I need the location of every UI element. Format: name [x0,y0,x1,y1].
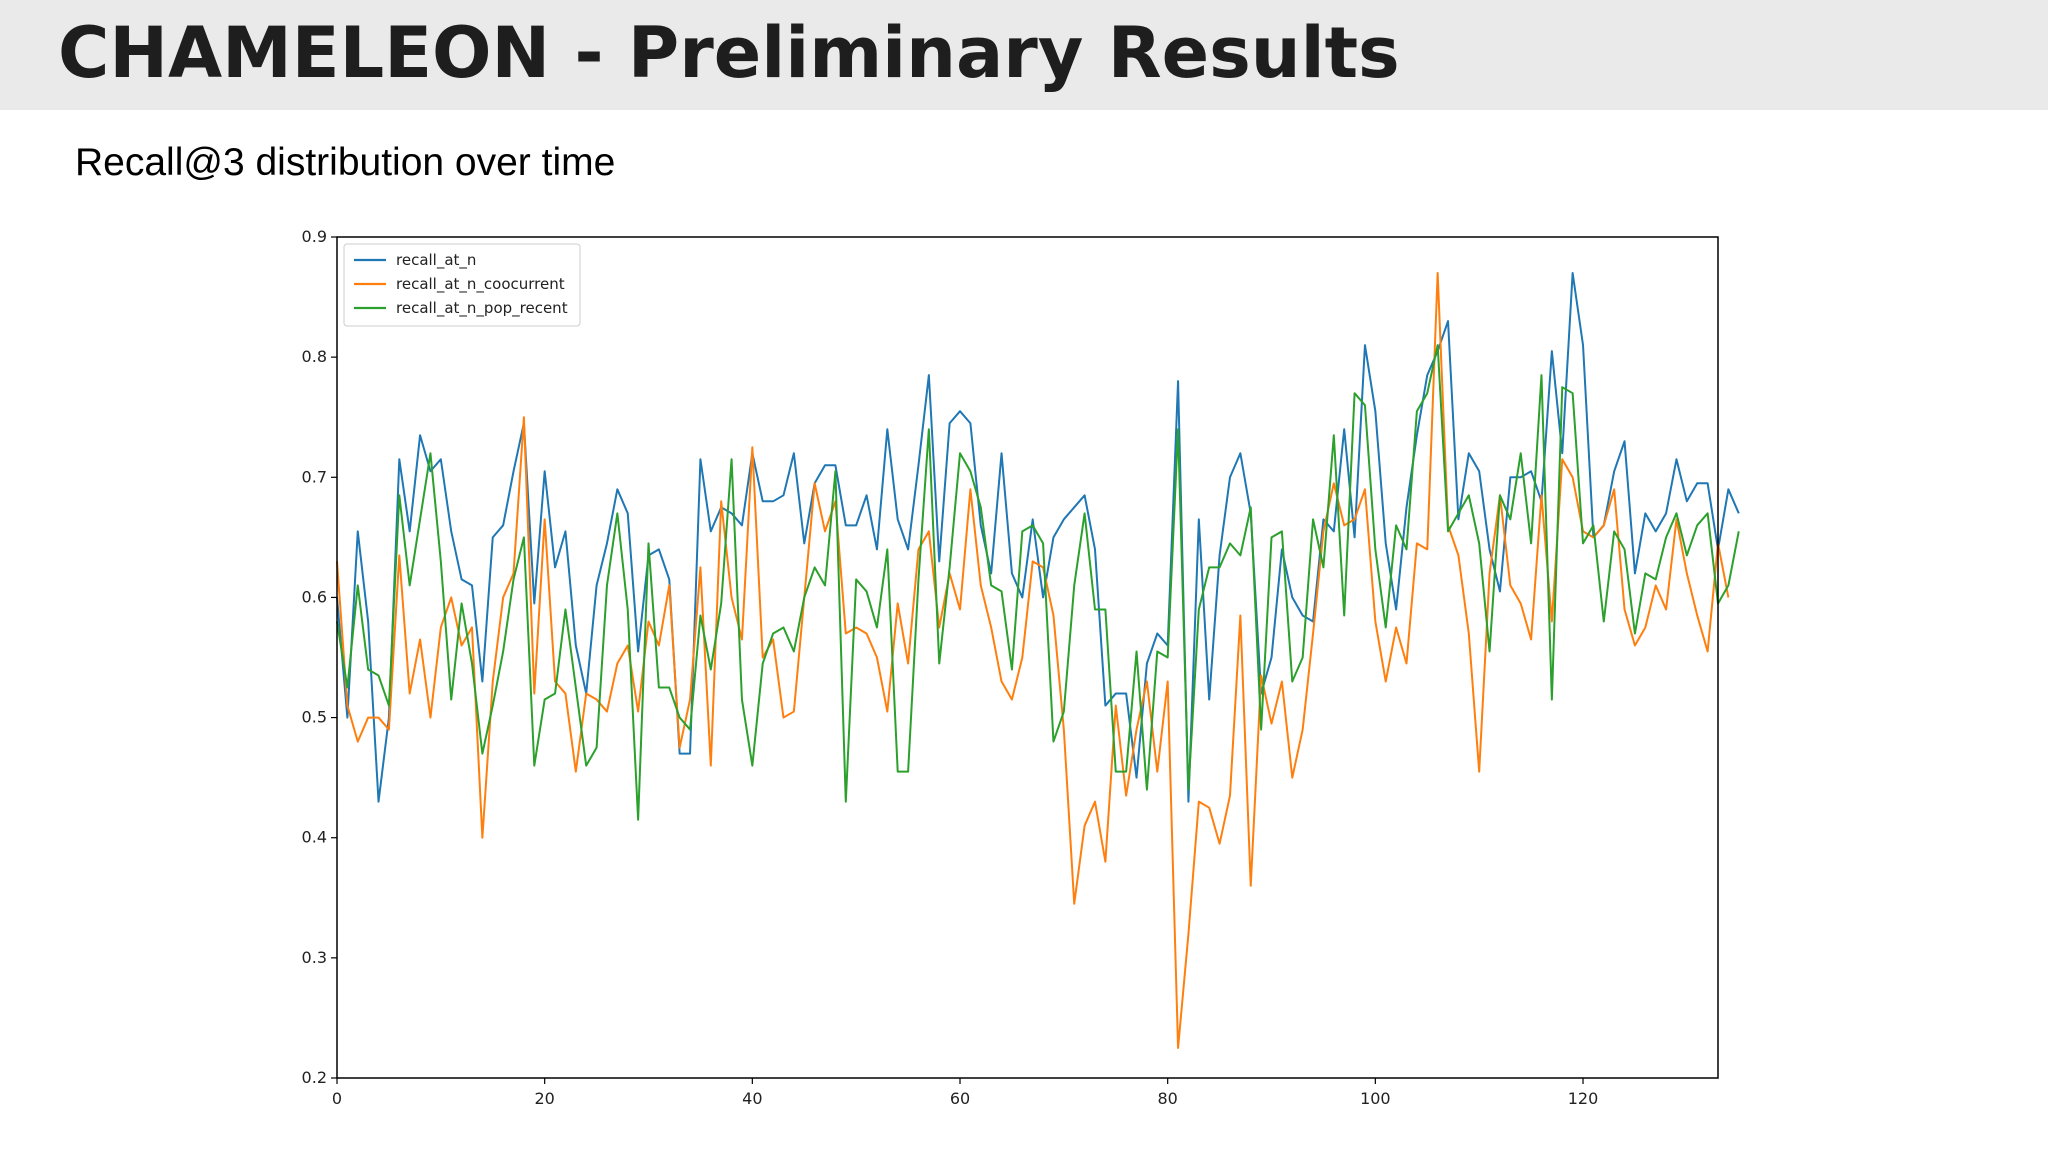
series-line-recall-at-n [336,272,1740,803]
x-tick-label: 60 [950,1089,970,1108]
x-axis-ticks: 0 20 40 60 80 100 120 [332,1078,1598,1108]
legend-label: recall_at_n_pop_recent [396,299,568,318]
x-tick-label: 20 [534,1089,554,1108]
x-tick-label: 120 [1568,1089,1599,1108]
x-tick-label: 80 [1157,1089,1177,1108]
y-tick-label: 0.3 [302,948,327,967]
y-tick-label: 0.7 [302,467,327,486]
plot-frame [336,236,1719,1079]
y-tick-label: 0.5 [302,708,327,727]
x-tick-label: 0 [332,1089,342,1108]
slide-title: CHAMELEON - Preliminary Results [58,12,1400,94]
legend: recall_at_n recall_at_n_coocurrent recall_… [343,243,581,327]
x-tick-label: 100 [1360,1089,1391,1108]
legend-box [343,243,581,327]
y-tick-label: 0.9 [302,227,327,246]
series-line-recall-at-n-pop-recent [336,344,1740,821]
title-bar: CHAMELEON - Preliminary Results [0,0,2048,110]
slide-subtitle: Recall@3 distribution over time [75,141,616,184]
y-tick-label: 0.2 [302,1068,327,1087]
line-chart: 0 20 40 60 80 100 120 0.2 0.3 0.4 0.5 0.6 0.7 0.8 0.9… [302,227,1740,1108]
series-layer [336,272,1740,1049]
series-line-recall-at-n-coocurrent [336,272,1730,1049]
y-axis-ticks: 0.2 0.3 0.4 0.5 0.6 0.7 0.8 0.9 [302,227,337,1087]
y-tick-label: 0.6 [302,587,327,606]
y-tick-label: 0.8 [302,347,327,366]
legend-label: recall_at_n_coocurrent [396,275,565,294]
legend-label: recall_at_n [396,251,476,270]
x-tick-label: 40 [742,1089,762,1108]
chart-container: 0 20 40 60 80 100 120 0.2 0.3 0.4 0.5 0.6 0.7 0.8 0.9… [280,220,1750,1120]
y-tick-label: 0.4 [302,828,327,847]
